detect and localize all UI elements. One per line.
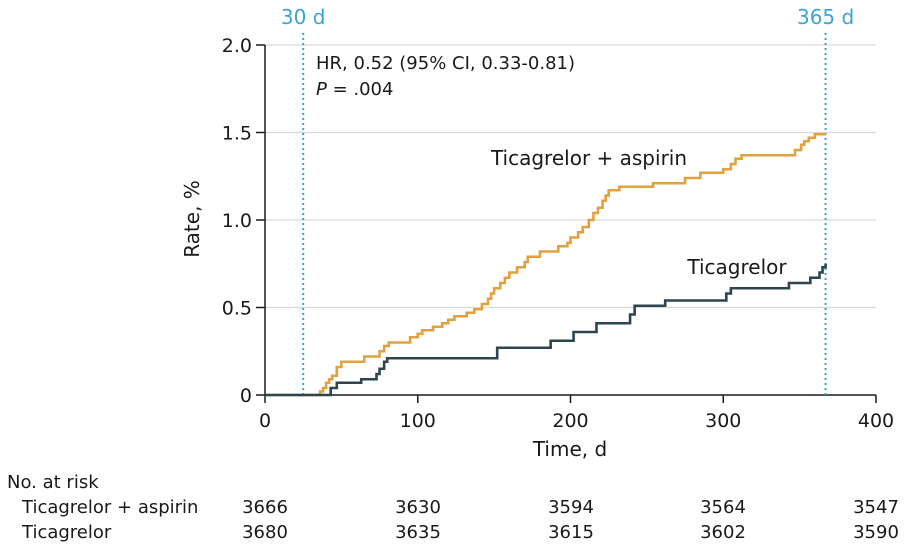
y-tick-label: 2.0 bbox=[222, 35, 252, 57]
risk-cell: 3630 bbox=[395, 497, 441, 518]
series-line bbox=[265, 263, 827, 397]
risk-cell: 3594 bbox=[548, 497, 594, 518]
p-value-annotation: P = .004 bbox=[316, 79, 393, 100]
series-line bbox=[265, 132, 826, 397]
risk-table-title: No. at risk bbox=[7, 472, 99, 493]
risk-row-label: Ticagrelor + aspirin bbox=[21, 497, 198, 518]
risk-cell: 3590 bbox=[853, 522, 899, 543]
grid bbox=[265, 44, 876, 309]
risk-cell: 3615 bbox=[548, 522, 594, 543]
risk-cell: 3564 bbox=[700, 497, 746, 518]
risk-row-label: Ticagrelor bbox=[21, 522, 112, 543]
risk-cell: 3602 bbox=[700, 522, 746, 543]
series-group bbox=[265, 132, 827, 397]
risk-table: No. at risk Ticagrelor + aspirin Ticagre… bbox=[7, 472, 899, 543]
p-value: = .004 bbox=[327, 79, 394, 100]
y-tick-label: 1.0 bbox=[222, 210, 252, 232]
risk-cells: 3666 3630 3594 3564 3547 3680 3635 3615 3602 3590 bbox=[242, 497, 899, 543]
x-tick-label: 0 bbox=[259, 410, 271, 432]
y-tick-label: 0.5 bbox=[222, 298, 252, 320]
risk-cell: 3547 bbox=[853, 497, 899, 518]
y-axis-title: Rate, % bbox=[180, 180, 204, 258]
risk-cell: 3666 bbox=[242, 497, 288, 518]
risk-cell: 3680 bbox=[242, 522, 288, 543]
axes: 0 0.5 1.0 1.5 2.0 0 100 200 300 400 bbox=[222, 35, 894, 432]
labels-group: Ticagrelor + aspirin Ticagrelor bbox=[490, 146, 787, 279]
y-tick-label: 1.5 bbox=[222, 123, 252, 145]
x-tick-label: 100 bbox=[400, 410, 436, 432]
hr-annotation: HR, 0.52 (95% CI, 0.33-0.81) bbox=[316, 53, 575, 74]
series-label: Ticagrelor + aspirin bbox=[490, 146, 687, 170]
series-label: Ticagrelor bbox=[686, 255, 787, 279]
x-axis-title: Time, d bbox=[532, 437, 607, 461]
y-tick-label: 0 bbox=[240, 385, 252, 407]
marker-label: 30 d bbox=[281, 5, 326, 29]
time-markers: 30 d 365 d bbox=[281, 5, 854, 395]
x-tick-label: 300 bbox=[705, 410, 741, 432]
p-label: P bbox=[316, 79, 327, 100]
x-tick-label: 400 bbox=[858, 410, 894, 432]
marker-label: 365 d bbox=[797, 5, 854, 29]
risk-cell: 3635 bbox=[395, 522, 441, 543]
x-tick-label: 200 bbox=[552, 410, 588, 432]
